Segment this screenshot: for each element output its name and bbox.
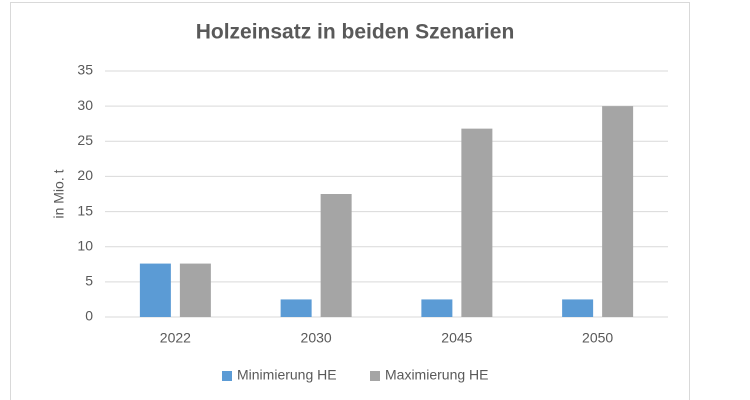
y-tick-label: 20 [77, 167, 93, 183]
legend-label: Minimierung HE [237, 367, 337, 383]
y-tick-label: 5 [85, 273, 93, 289]
legend-swatch [370, 371, 380, 381]
y-tick-label: 25 [77, 132, 93, 148]
y-tick-label: 15 [77, 202, 93, 218]
bar [562, 299, 594, 317]
x-tick-label: 2045 [441, 330, 472, 346]
bar [421, 299, 453, 317]
bar [602, 106, 634, 318]
x-tick-label: 2050 [582, 330, 613, 346]
legend-swatch [222, 371, 232, 381]
y-tick-label: 35 [77, 62, 93, 78]
y-tick-label: 0 [85, 308, 93, 324]
y-tick-label: 10 [77, 237, 93, 253]
y-tick-label: 30 [77, 97, 93, 113]
x-tick-label: 2022 [160, 330, 191, 346]
x-tick-label: 2030 [301, 330, 332, 346]
chart-title: Holzeinsatz in beiden Szenarien [196, 21, 515, 44]
y-axis-label: in Mio. t [51, 169, 67, 218]
bar [320, 194, 352, 317]
legend-label: Maximierung HE [385, 367, 488, 383]
bar [461, 128, 493, 317]
bar [139, 263, 171, 317]
bar [280, 299, 312, 317]
bar [179, 263, 211, 317]
